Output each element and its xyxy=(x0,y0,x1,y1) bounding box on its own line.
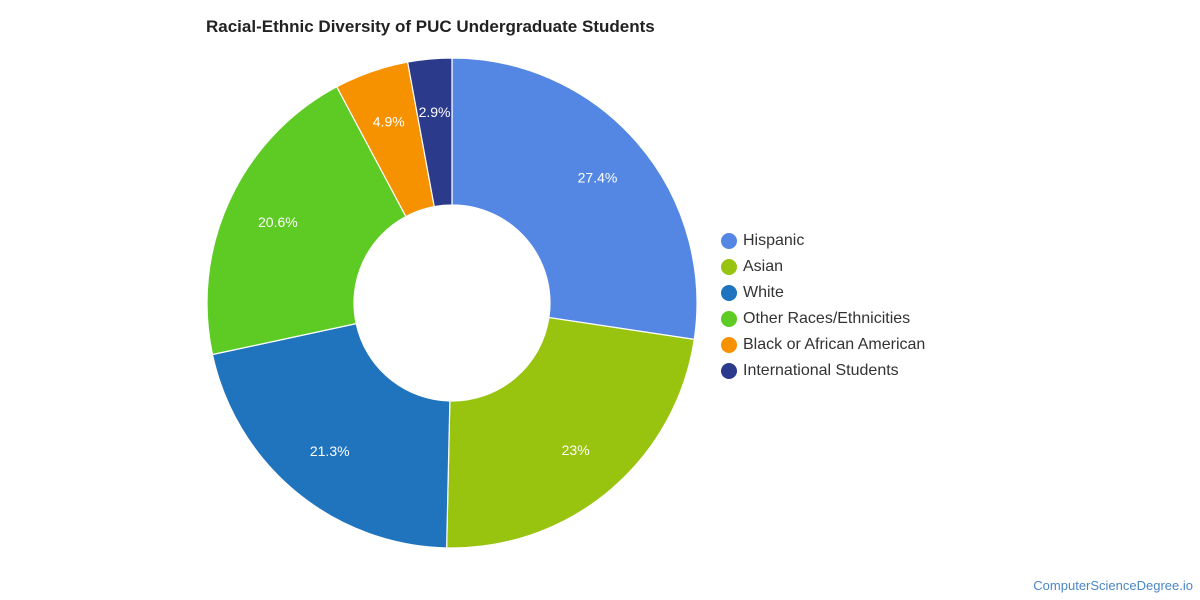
legend-swatch xyxy=(721,233,737,249)
legend-item-international-students[interactable]: International Students xyxy=(721,358,925,384)
legend-item-black-or-african-american[interactable]: Black or African American xyxy=(721,332,925,358)
legend-label: Black or African American xyxy=(743,336,926,353)
legend-swatch xyxy=(721,311,737,327)
legend-swatch xyxy=(721,285,737,301)
chart-title: Racial-Ethnic Diversity of PUC Undergrad… xyxy=(206,17,655,36)
slice-white[interactable] xyxy=(211,322,451,549)
slice-asian[interactable] xyxy=(446,316,695,549)
slice-label-black-or-african-american: 4.9% xyxy=(373,114,405,130)
legend-item-hispanic[interactable]: Hispanic xyxy=(721,228,925,254)
legend-label: International Students xyxy=(743,362,899,379)
legend-label: Asian xyxy=(743,258,784,275)
legend-label: Other Races/Ethnicities xyxy=(743,310,911,327)
legend-swatch xyxy=(721,363,737,379)
legend-label: Hispanic xyxy=(743,232,805,249)
site-watermark[interactable]: ComputerScienceDegree.io xyxy=(1033,578,1193,593)
legend-swatch xyxy=(721,337,737,353)
slice-label-hispanic: 27.4% xyxy=(578,170,618,186)
legend-item-white[interactable]: White xyxy=(721,280,925,306)
slice-label-other-races-ethnicities: 20.6% xyxy=(258,214,298,230)
slice-label-asian: 23% xyxy=(562,442,590,458)
donut-slice-labels: 27.4% 23% 21.3% 20.6% 4.9% 2.9% xyxy=(258,104,617,459)
slice-hispanic[interactable] xyxy=(451,57,698,341)
slice-other-races-ethnicities[interactable] xyxy=(206,85,407,356)
slice-international-students[interactable] xyxy=(406,57,453,208)
slice-label-international-students: 2.9% xyxy=(419,104,451,120)
donut-slices xyxy=(206,57,698,549)
legend-item-other-races-ethnicities[interactable]: Other Races/Ethnicities xyxy=(721,306,925,332)
chart-legend: Hispanic Asian White Other Races/Ethnicitie… xyxy=(721,228,925,384)
legend-swatch xyxy=(721,259,737,275)
legend-item-asian[interactable]: Asian xyxy=(721,254,925,280)
slice-label-white: 21.3% xyxy=(310,443,350,459)
legend-label: White xyxy=(743,284,784,301)
